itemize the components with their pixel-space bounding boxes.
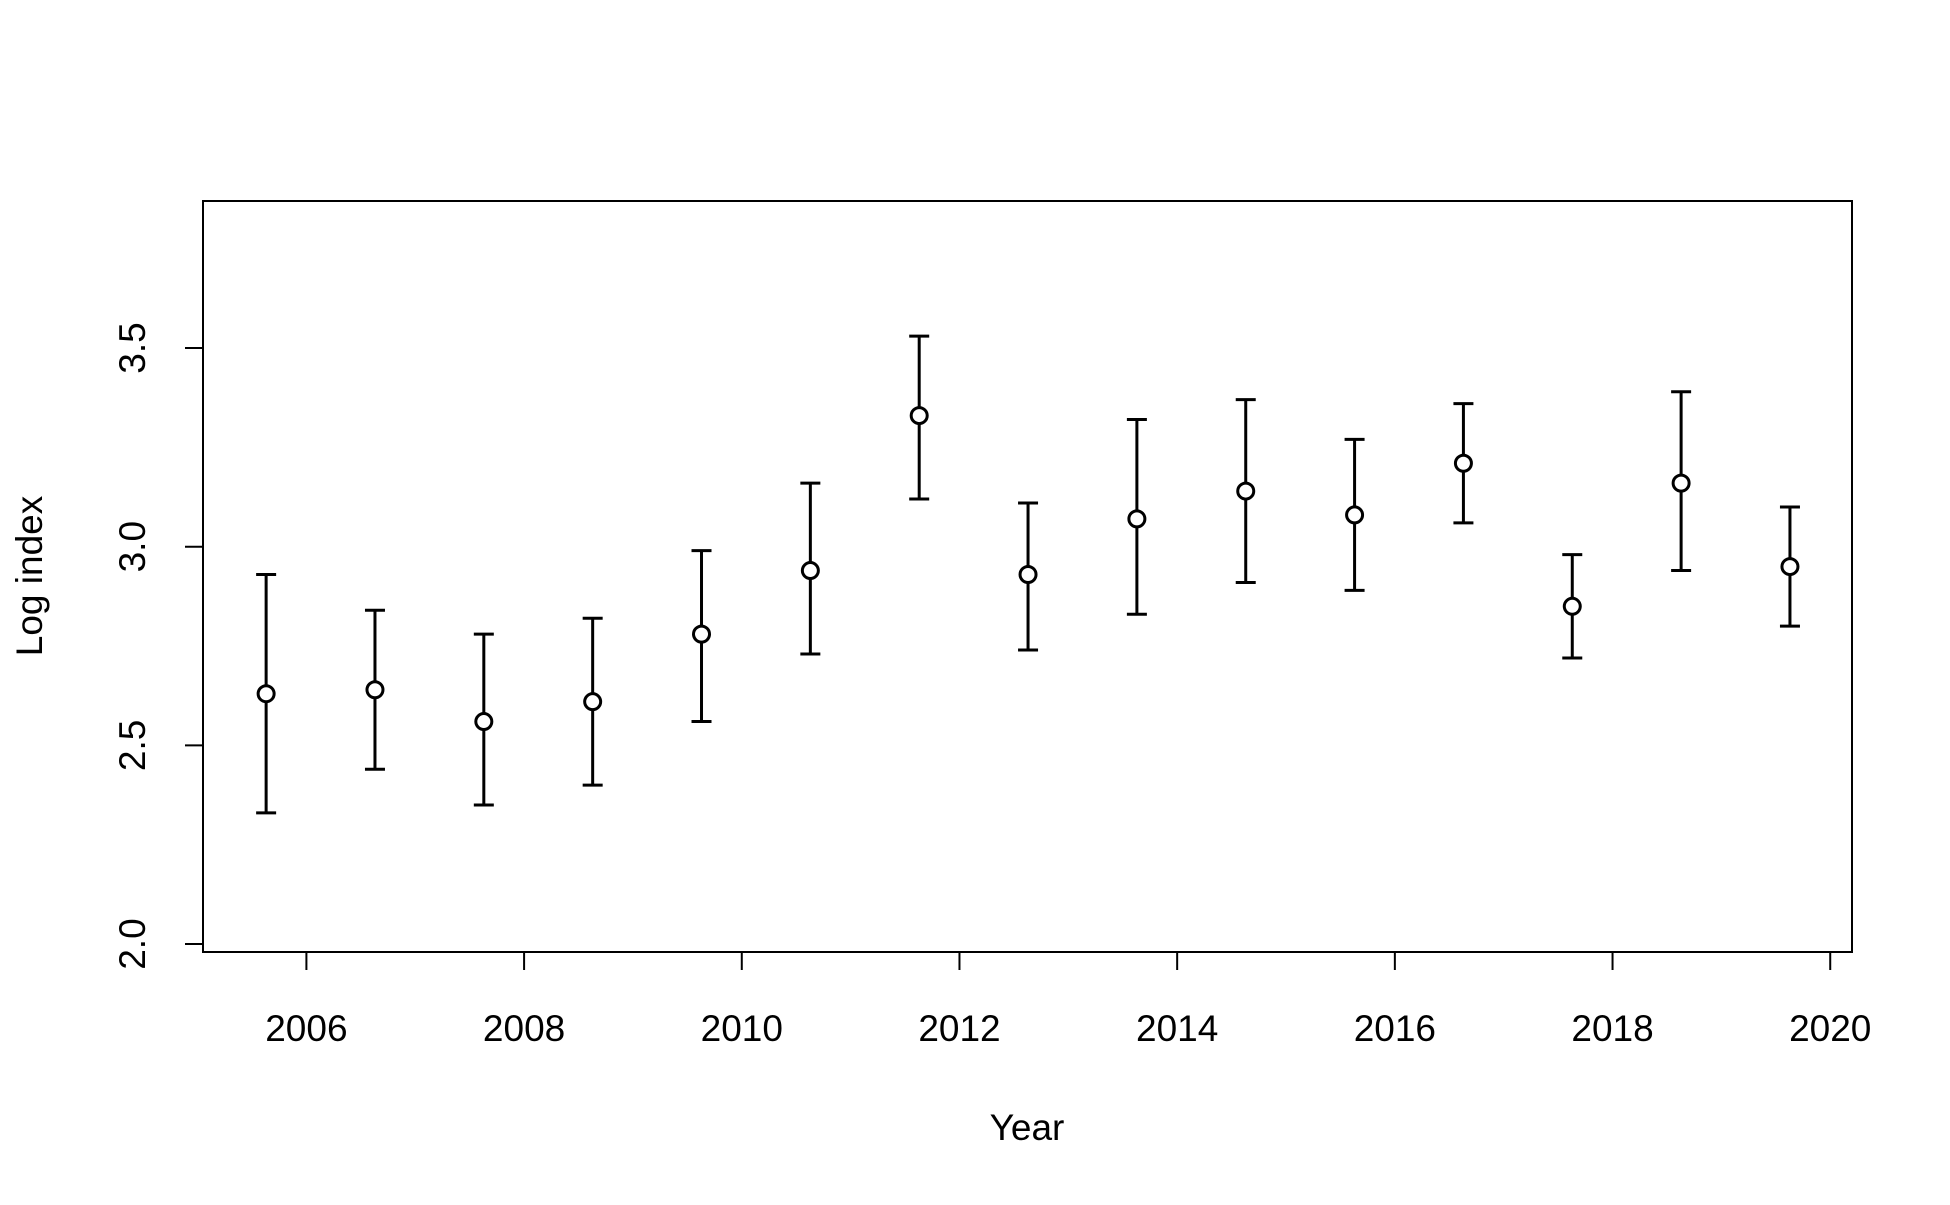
x-tick-label: 2010 (701, 1008, 783, 1049)
y-tick-label: 3.5 (112, 322, 153, 373)
x-axis: 2006 2008 2010 2012 2014 2016 2018 2020 (265, 952, 1871, 1049)
y-tick-label: 2.0 (112, 918, 153, 969)
data-point (1562, 596, 1582, 616)
plot-frame (202, 200, 1853, 953)
data-point (1018, 565, 1038, 585)
y-tick-label: 3.0 (112, 521, 153, 572)
y-tick-label: 2.5 (112, 720, 153, 771)
x-axis-label: Year (990, 1107, 1065, 1148)
data-point (692, 624, 712, 644)
data-point (1453, 453, 1473, 473)
data-point (365, 680, 385, 700)
x-tick-label: 2008 (483, 1008, 565, 1049)
data-point (800, 561, 820, 581)
data-point (474, 712, 494, 732)
data-point (1671, 473, 1691, 493)
data-point (909, 406, 929, 426)
y-axis: 2.0 2.5 3.0 3.5 (112, 322, 203, 970)
x-tick-label: 2016 (1354, 1008, 1436, 1049)
data-point (1236, 481, 1256, 501)
data-point (256, 684, 276, 704)
data-point (1345, 505, 1365, 525)
data-point (583, 692, 603, 712)
series-layer (256, 334, 1800, 815)
x-tick-label: 2018 (1571, 1008, 1653, 1049)
x-tick-label: 2006 (265, 1008, 347, 1049)
data-point (1780, 557, 1800, 577)
y-axis-label: Log index (9, 495, 50, 656)
data-point (1127, 509, 1147, 529)
x-tick-label: 2020 (1789, 1008, 1871, 1049)
x-tick-label: 2012 (918, 1008, 1000, 1049)
x-tick-label: 2014 (1136, 1008, 1218, 1049)
